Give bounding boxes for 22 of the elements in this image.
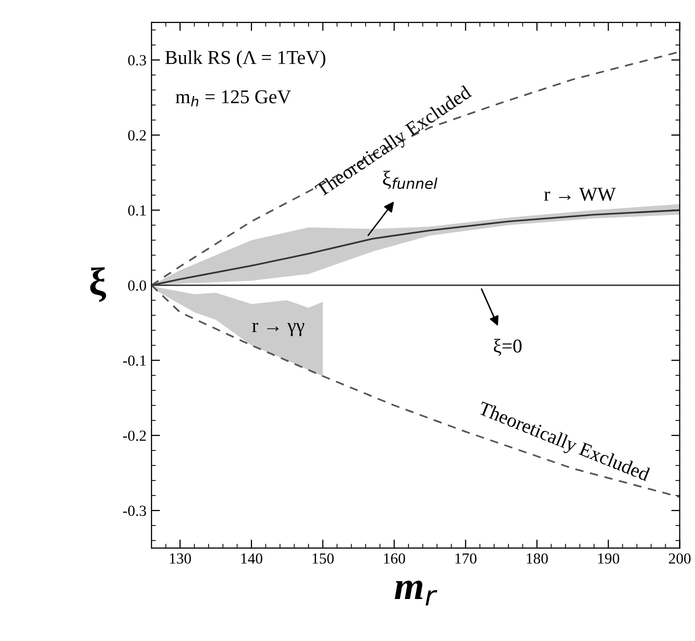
y-tick-label: 0.0: [128, 280, 146, 291]
annotation: r → WW: [544, 188, 616, 201]
annotation: ξ=0: [494, 338, 522, 356]
y-axis-title: ξ: [90, 267, 106, 302]
x-tick-label: 140: [241, 553, 262, 564]
x-axis-title: m$_{r}$: [394, 580, 438, 606]
y-tick-label: -0.3: [123, 506, 146, 516]
x-tick-label: 160: [384, 553, 406, 564]
x-tick-label: 170: [455, 553, 476, 564]
y-tick-label: -0.1: [123, 355, 146, 366]
y-tick-label: -0.2: [123, 430, 146, 441]
x-tick-label: 150: [312, 553, 334, 564]
annotation: Bulk RS (Λ = 1TeV): [165, 50, 326, 68]
annotation: m$_{h}$ = 125 GeV: [176, 90, 291, 106]
x-tick-label: 200: [668, 553, 691, 564]
x-tick-label: 180: [526, 553, 548, 564]
y-tick-label: 0.1: [128, 205, 146, 216]
annotation: r → γγ: [252, 322, 304, 336]
x-tick-label: 190: [598, 553, 620, 564]
x-tick-label: 130: [170, 553, 191, 564]
y-tick-label: 0.2: [128, 130, 146, 141]
y-tick-label: 0.3: [128, 55, 146, 66]
